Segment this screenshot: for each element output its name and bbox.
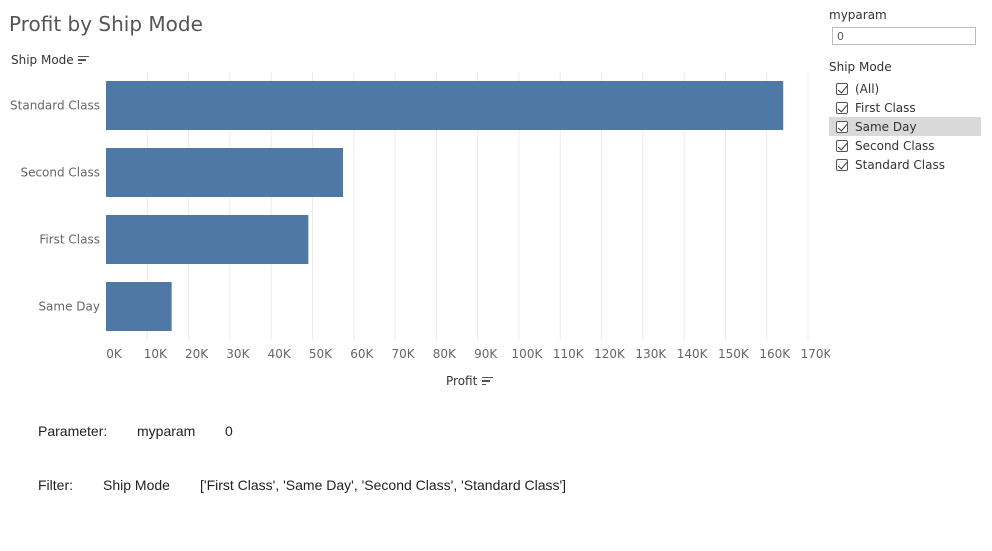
filter-item-label: (All)	[855, 81, 880, 96]
category-label: Standard Class	[10, 99, 100, 113]
x-axis-title-label: Profit	[446, 374, 478, 388]
x-tick-label: 120K	[594, 347, 626, 361]
checkbox-checked-icon[interactable]	[836, 101, 848, 114]
x-tick-label: 170K	[801, 347, 830, 361]
category-label: First Class	[39, 233, 100, 247]
row-header-label: Ship Mode	[11, 53, 74, 67]
filter-info-label: Filter:	[38, 477, 73, 493]
x-tick-label: 40K	[268, 347, 292, 361]
category-label: Second Class	[20, 166, 100, 180]
filter-item-label: Standard Class	[855, 157, 945, 172]
parameter-info-label: Parameter:	[38, 423, 108, 439]
x-tick-label: 110K	[553, 347, 585, 361]
parameter-input[interactable]	[832, 27, 976, 45]
bar[interactable]	[106, 282, 172, 331]
filter-item-label: First Class	[855, 100, 916, 115]
checkbox-checked-icon[interactable]	[836, 139, 848, 152]
parameter-info-name: myparam	[137, 423, 196, 439]
filter-info-value: ['First Class', 'Same Day', 'Second Clas…	[200, 477, 567, 493]
filter-item-standard-class[interactable]: Standard Class	[829, 155, 981, 174]
x-tick-label: 150K	[718, 347, 750, 361]
filter-list: (All) First Class Same Day Second Class …	[829, 79, 981, 174]
bar-chart: 0K 10K 20K 30K 40K 50K 60K 70K 80K 90K 100K 110K 120…	[10, 72, 830, 361]
x-tick-label: 0K	[106, 347, 123, 361]
checkbox-checked-icon[interactable]	[836, 120, 848, 133]
bar[interactable]	[106, 148, 344, 197]
x-tick-label: 20K	[185, 347, 209, 361]
filter-item-all[interactable]: (All)	[829, 79, 981, 98]
category-label: Same Day	[38, 300, 100, 314]
x-tick-label: 30K	[226, 347, 250, 361]
filter-title: Ship Mode	[829, 60, 892, 74]
x-tick-label: 10K	[144, 347, 168, 361]
x-tick-label: 140K	[677, 347, 709, 361]
bar[interactable]	[106, 215, 309, 264]
x-tick-label: 50K	[309, 347, 333, 361]
checkbox-checked-icon[interactable]	[836, 158, 848, 171]
x-tick-label: 80K	[433, 347, 457, 361]
sort-icon[interactable]	[482, 376, 494, 386]
filter-item-first-class[interactable]: First Class	[829, 98, 981, 117]
filter-item-label: Same Day	[855, 119, 917, 134]
x-tick-label: 100K	[512, 347, 544, 361]
filter-item-same-day[interactable]: Same Day	[829, 117, 981, 136]
x-tick-label: 60K	[350, 347, 374, 361]
parameter-info-value: 0	[225, 423, 233, 439]
x-axis-title[interactable]: Profit	[446, 374, 494, 388]
x-tick-label: 130K	[635, 347, 667, 361]
parameter-label: myparam	[829, 8, 887, 22]
filter-item-second-class[interactable]: Second Class	[829, 136, 981, 155]
chart-title: Profit by Ship Mode	[9, 12, 203, 36]
checkbox-checked-icon[interactable]	[836, 82, 848, 95]
filter-info-field: Ship Mode	[103, 477, 170, 493]
x-tick-label: 90K	[474, 347, 498, 361]
x-tick-label: 70K	[391, 347, 415, 361]
sort-icon[interactable]	[77, 55, 89, 65]
bar[interactable]	[106, 81, 784, 130]
x-tick-label: 160K	[759, 347, 791, 361]
row-header[interactable]: Ship Mode	[11, 53, 89, 67]
filter-item-label: Second Class	[855, 138, 935, 153]
